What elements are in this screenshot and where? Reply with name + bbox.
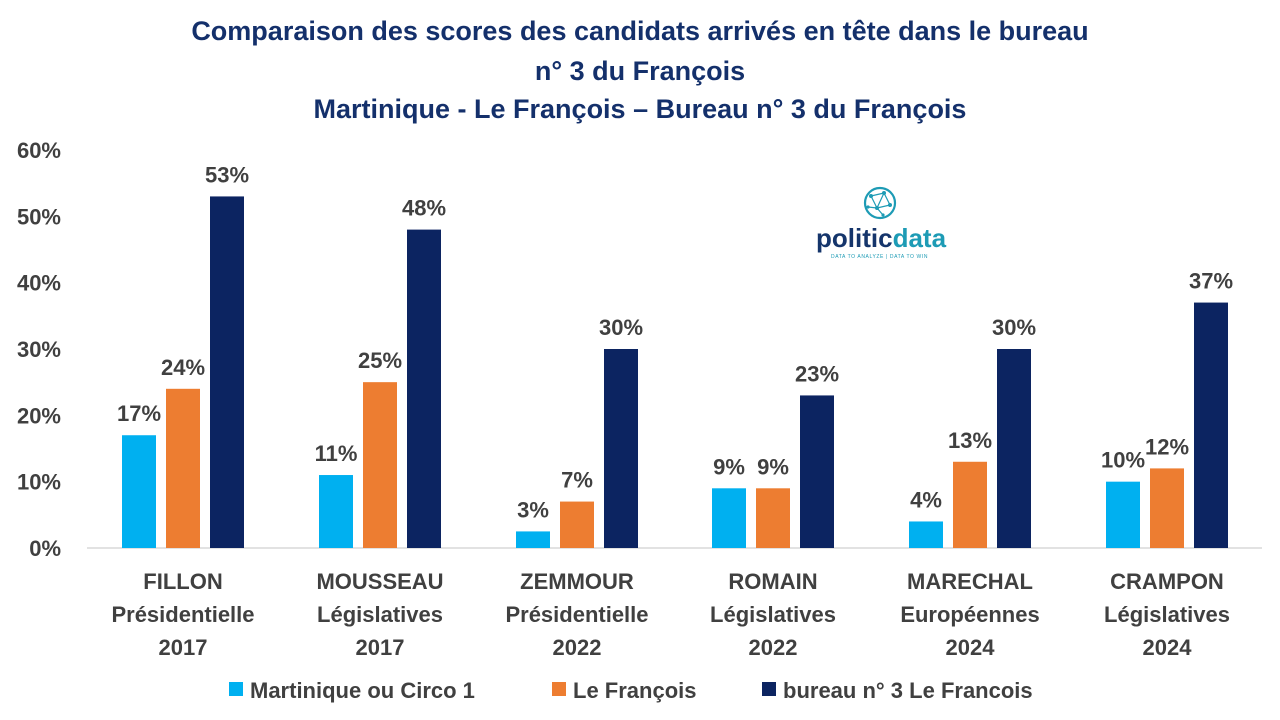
- category-label: ROMAIN: [728, 569, 817, 594]
- network-globe-icon: [863, 186, 897, 220]
- logo-brand-a: politic: [816, 223, 893, 253]
- category-label: 2017: [159, 635, 208, 660]
- category-label: 2022: [749, 635, 798, 660]
- category-label: 2017: [356, 635, 405, 660]
- y-tick-label: 0%: [29, 536, 61, 561]
- bar: [516, 531, 550, 548]
- category-label: Législatives: [1104, 602, 1230, 627]
- category-label: 2024: [1143, 635, 1193, 660]
- category-label: ZEMMOUR: [520, 569, 634, 594]
- data-label: 3%: [517, 497, 549, 522]
- y-tick-label: 50%: [17, 204, 61, 229]
- data-label: 37%: [1189, 269, 1233, 294]
- bars: 17%24% 53% 11% 25% 48% 3% 7% 30% 9% 9% 23% 4% 13% 30%…: [117, 162, 1233, 548]
- bar: [909, 521, 943, 548]
- y-tick-label: 60%: [17, 138, 61, 163]
- chart-title-line: Martinique - Le François – Bureau n° 3 d…: [314, 94, 967, 124]
- legend: Martinique ou Circo 1 Le François bureau n…: [229, 678, 1033, 703]
- bar: [319, 475, 353, 548]
- data-label: 7%: [561, 468, 593, 493]
- y-tick-label: 30%: [17, 337, 61, 362]
- x-axis: FILLON Présidentielle 2017 MOUSSEAU Législat…: [111, 569, 1230, 660]
- bar: [604, 349, 638, 548]
- category-label: Législatives: [710, 602, 836, 627]
- data-label: 10%: [1101, 448, 1145, 473]
- data-label: 25%: [358, 348, 402, 373]
- category-label: Européennes: [900, 602, 1039, 627]
- svg-text:politicdata: politicdata: [816, 223, 947, 253]
- category-label: MARECHAL: [907, 569, 1033, 594]
- bar: [363, 382, 397, 548]
- category-label: Législatives: [317, 602, 443, 627]
- data-label: 48%: [402, 196, 446, 221]
- data-label: 13%: [948, 428, 992, 453]
- bar: [800, 395, 834, 548]
- bar: [407, 229, 441, 548]
- bar: [712, 488, 746, 548]
- legend-swatch: [552, 682, 566, 696]
- category-label: 2024: [946, 635, 996, 660]
- data-label: 24%: [161, 355, 205, 380]
- data-label: 53%: [205, 162, 249, 187]
- data-label: 12%: [1145, 434, 1189, 459]
- legend-label: bureau n° 3 Le Francois: [783, 678, 1033, 703]
- data-label: 4%: [910, 487, 942, 512]
- category-label: CRAMPON: [1110, 569, 1224, 594]
- data-label: 17%: [117, 401, 161, 426]
- legend-label: Le François: [573, 678, 696, 703]
- legend-swatch: [229, 682, 243, 696]
- y-tick-label: 40%: [17, 271, 61, 296]
- bar: [1150, 468, 1184, 548]
- category-label: Présidentielle: [505, 602, 648, 627]
- category-label: FILLON: [143, 569, 222, 594]
- logo-tagline: DATA TO ANALYZE | DATA TO WIN: [831, 254, 928, 260]
- legend-swatch: [762, 682, 776, 696]
- data-label: 30%: [992, 315, 1036, 340]
- chart-title-line: Comparaison des scores des candidats arr…: [191, 16, 1088, 46]
- data-label: 9%: [757, 454, 789, 479]
- bar: [210, 196, 244, 548]
- category-label: Présidentielle: [111, 602, 254, 627]
- chart-title: Comparaison des scores des candidats arr…: [191, 16, 1088, 124]
- bar: [953, 461, 987, 548]
- bar: [756, 488, 790, 548]
- bar: [122, 435, 156, 548]
- politicdata-logo: politicdata DATA TO ANALYZE | DATA TO WI…: [816, 186, 947, 260]
- y-tick-label: 10%: [17, 470, 61, 495]
- chart-title-line: n° 3 du François: [535, 56, 745, 86]
- bar: [1106, 481, 1140, 548]
- data-label: 11%: [315, 441, 358, 466]
- bar: [166, 388, 200, 548]
- bar: [1194, 302, 1228, 548]
- category-label: 2022: [553, 635, 602, 660]
- data-label: 23%: [795, 361, 839, 386]
- data-label: 30%: [599, 315, 643, 340]
- bar: [997, 349, 1031, 548]
- bar: [560, 501, 594, 548]
- category-label: MOUSSEAU: [316, 569, 443, 594]
- legend-label: Martinique ou Circo 1: [250, 678, 475, 703]
- y-axis: 0% 10% 20% 30% 40% 50% 60%: [17, 138, 61, 561]
- logo-brand-b: data: [893, 223, 947, 253]
- data-label: 9%: [713, 454, 745, 479]
- y-tick-label: 20%: [17, 403, 61, 428]
